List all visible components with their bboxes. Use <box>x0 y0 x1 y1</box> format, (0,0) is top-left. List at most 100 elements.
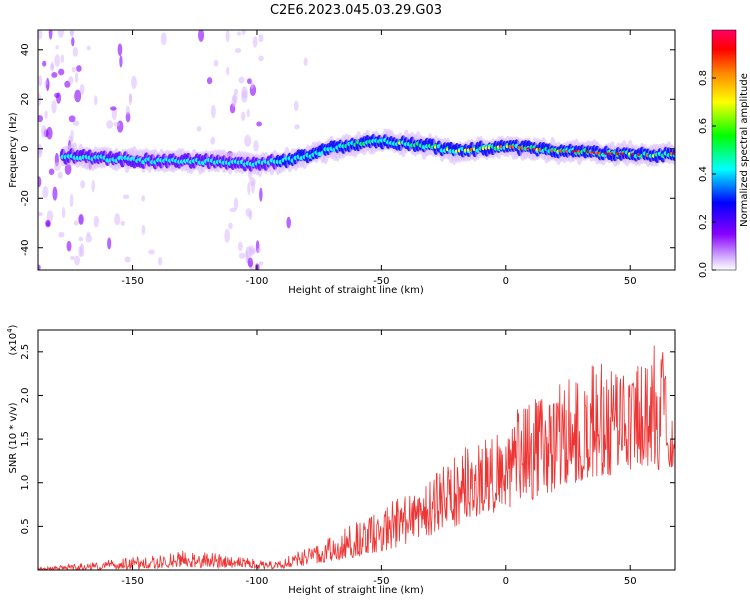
spectral-speckle <box>54 54 61 67</box>
spectrogram-y-axis-label: Frequency (Hz) <box>8 112 19 188</box>
spectral-speckle <box>251 180 255 194</box>
spectral-speckle <box>196 126 202 132</box>
spectral-speckle <box>64 163 72 176</box>
x-tick-label: -50 <box>373 276 389 287</box>
spectral-speckle <box>68 76 74 84</box>
spectral-speckle <box>236 31 242 36</box>
spectrogram-panel: -150 -100 -50 0 50 -40 -20 0 20 40 Height of str… <box>8 29 676 296</box>
spectral-speckle <box>238 76 245 84</box>
spectrogram-x-ticks: -150 -100 -50 0 50 <box>121 30 637 287</box>
y-tick-label: 40 <box>20 43 31 56</box>
spectral-speckle <box>76 65 82 72</box>
spectral-speckle <box>38 176 42 188</box>
spectral-speckle <box>42 60 47 67</box>
spectral-speckle <box>38 30 43 40</box>
spectral-speckle <box>44 110 48 119</box>
colorbar-tick-label: 0.6 <box>698 118 709 134</box>
spectral-speckle <box>72 47 79 57</box>
spectral-speckle <box>237 241 243 252</box>
spectral-speckle <box>228 222 233 230</box>
spectral-speckle <box>141 195 146 202</box>
spectral-speckle <box>211 104 216 119</box>
spectral-speckle <box>114 213 121 226</box>
y-tick-label: 1.0 <box>20 475 31 491</box>
x-tick-label: -100 <box>246 276 269 287</box>
spectral-speckle <box>246 109 250 118</box>
spectral-speckle <box>106 120 114 129</box>
spectral-speckle <box>213 59 219 67</box>
snr-x-ticks: -150 -100 -50 0 50 <box>121 330 637 587</box>
x-tick-label: 50 <box>624 276 637 287</box>
spectral-speckle <box>93 215 99 228</box>
spectral-speckle <box>74 255 80 266</box>
spectral-speckle <box>44 80 48 86</box>
spectral-speckle <box>160 32 167 46</box>
snr-y-axis-label: SNR (10 * v/v) <box>8 402 19 473</box>
spectral-speckle <box>74 89 82 103</box>
spectral-speckle <box>71 66 76 73</box>
spectral-speckle <box>91 179 95 193</box>
spectral-speckle <box>225 30 230 43</box>
spectral-speckle <box>73 220 79 226</box>
spectral-speckle <box>56 92 62 104</box>
spectral-speckle <box>226 66 230 76</box>
spectral-speckle <box>117 43 123 56</box>
spectral-speckle <box>71 37 75 47</box>
snr-series-line <box>38 345 675 570</box>
spectral-speckle <box>107 237 112 250</box>
spectral-speckle <box>141 224 146 236</box>
spectral-speckle <box>57 171 63 179</box>
spectral-speckle <box>113 122 120 127</box>
spectral-speckle <box>252 36 258 48</box>
x-tick-label: 50 <box>624 576 637 587</box>
spectral-speckle <box>86 45 91 51</box>
spectral-speckle <box>256 247 261 254</box>
snr-panel: -150 -100 -50 0 50 0.5 1.0 1.5 2.0 2.5 Height of… <box>6 324 676 596</box>
spectrogram-marks <box>38 30 675 270</box>
x-tick-label: -100 <box>246 576 269 587</box>
spectral-speckle <box>38 212 43 217</box>
spectral-speckle <box>78 214 84 225</box>
spectral-speckle <box>72 120 80 126</box>
spectral-speckle <box>38 148 43 155</box>
spectral-speckle <box>85 234 93 243</box>
spectral-speckle <box>256 121 262 127</box>
spectral-speckle <box>231 94 237 108</box>
spectral-speckle <box>57 30 65 38</box>
y-tick-label: 0.5 <box>20 518 31 534</box>
spectral-speckle <box>78 236 84 242</box>
spectral-speckle <box>247 182 251 196</box>
spectral-speckle <box>122 194 130 199</box>
spectrogram-frame <box>37 29 676 271</box>
snr-x-axis-label: Height of straight line (km) <box>288 585 424 596</box>
spectral-speckle <box>240 111 246 121</box>
spectral-speckle <box>241 90 248 103</box>
spectral-speckle <box>250 248 257 254</box>
spectral-speckle <box>128 93 133 103</box>
spectral-speckle <box>247 257 254 268</box>
spectral-speckle <box>229 207 237 213</box>
y-tick-label: 2.0 <box>20 388 31 404</box>
spectral-speckle <box>42 186 49 199</box>
spectral-speckle <box>46 126 53 140</box>
colorbar-gradient <box>711 29 737 271</box>
spectral-speckle <box>210 136 216 145</box>
spectrogram-y-ticks: -40 -20 0 20 40 <box>20 43 675 256</box>
x-tick-label: 0 <box>503 276 509 287</box>
spectral-speckle <box>258 34 264 43</box>
spectral-speckle <box>52 186 58 201</box>
spectral-speckle <box>48 30 53 40</box>
y-tick-label: 1.5 <box>20 431 31 447</box>
spectral-speckle <box>61 206 66 219</box>
colorbar-tick-label: 0.4 <box>698 166 709 182</box>
x-tick-label: 0 <box>503 576 509 587</box>
spectral-speckle <box>68 115 76 123</box>
spectral-speckle <box>148 249 155 255</box>
spectral-speckle <box>51 71 58 78</box>
x-tick-label: -50 <box>373 576 389 587</box>
spectral-speckle <box>80 180 86 189</box>
spectral-speckle <box>245 208 252 217</box>
spectral-speckle <box>294 124 300 130</box>
colorbar-tick-label: 0.2 <box>698 214 709 230</box>
